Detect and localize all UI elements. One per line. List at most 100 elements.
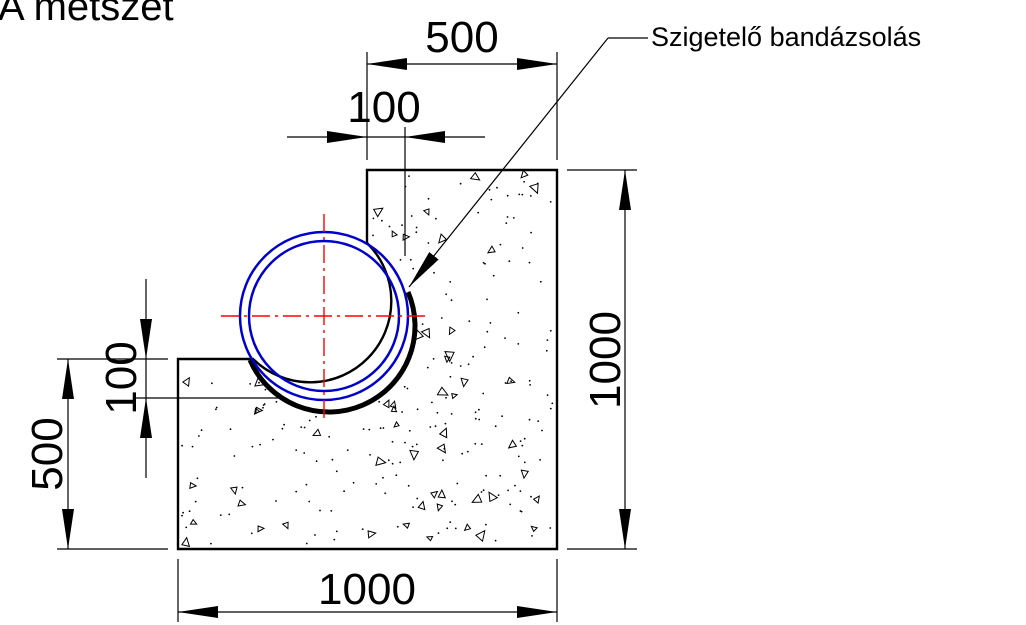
aggregate-stone xyxy=(181,536,191,548)
aggregate-dot xyxy=(251,445,254,448)
aggregate-stone xyxy=(425,535,434,542)
aggregate-dot xyxy=(401,411,403,413)
aggregate-dot xyxy=(451,500,453,503)
aggregate-dot xyxy=(450,299,453,302)
aggregate-stone xyxy=(469,171,481,181)
aggregate-dot xyxy=(388,225,391,228)
aggregate-dot xyxy=(249,383,252,385)
aggregate-dot xyxy=(229,428,232,431)
aggregate-dot xyxy=(529,195,532,197)
aggregate-dot xyxy=(181,514,183,517)
aggregate-dot xyxy=(492,274,495,277)
aggregate-dot xyxy=(391,462,394,465)
aggregate-stone xyxy=(471,493,483,503)
aggregate-dot xyxy=(489,322,492,324)
aggregate-dot xyxy=(412,506,414,508)
aggregate-dot xyxy=(264,388,267,391)
aggregate-dot xyxy=(436,411,439,414)
aggregate-dot xyxy=(484,262,486,265)
aggregate-dot xyxy=(315,460,318,463)
aggregate-dot xyxy=(499,243,502,246)
aggregate-dot xyxy=(486,298,488,301)
aggregate-stone xyxy=(530,525,539,533)
aggregate-dot xyxy=(549,329,552,332)
aggregate-dot xyxy=(474,442,477,445)
aggregate-dot xyxy=(530,231,532,234)
aggregate-dot xyxy=(427,242,430,244)
aggregate-dot xyxy=(408,175,410,178)
aggregate-dot xyxy=(412,267,415,270)
aggregate-dot xyxy=(519,490,522,492)
aggregate-dot xyxy=(443,447,446,450)
aggregate-dot xyxy=(531,535,533,537)
aggregate-dot xyxy=(466,450,469,453)
aggregate-dot xyxy=(403,385,406,388)
aggregate-dot xyxy=(303,452,306,454)
aggregate-dot xyxy=(510,380,512,383)
aggregate-dot xyxy=(416,408,419,411)
aggregate-stone xyxy=(448,326,456,336)
aggregate-dot xyxy=(519,440,522,442)
aggregate-dot xyxy=(300,426,303,428)
aggregate-dot xyxy=(315,415,317,418)
aggregate-dot xyxy=(241,486,244,489)
aggregate-dot xyxy=(384,492,387,495)
aggregate-dot xyxy=(480,491,483,493)
aggregate-dot xyxy=(485,474,487,477)
aggregate-dot xyxy=(391,440,394,443)
aggregate-dot xyxy=(454,503,457,506)
aggregate-dot xyxy=(362,428,365,430)
aggregate-dot xyxy=(537,420,540,422)
aggregate-dot xyxy=(372,217,375,220)
aggregate-stone xyxy=(422,208,430,217)
aggregate-dot xyxy=(198,435,200,437)
aggregate-stone xyxy=(507,439,518,449)
aggregate-dot xyxy=(467,363,470,366)
aggregate-dot xyxy=(200,429,203,432)
aggregate-dot xyxy=(483,346,486,349)
aggregate-dot xyxy=(546,394,549,396)
aggregate-dot xyxy=(415,226,418,229)
aggregate-dot xyxy=(482,392,485,395)
aggregate-stone xyxy=(390,404,398,413)
aggregate-dot xyxy=(545,349,548,352)
aggregate-stone xyxy=(402,522,411,529)
aggregate-dot xyxy=(504,337,506,339)
aggregate-dot xyxy=(461,452,464,455)
aggregate-dot xyxy=(319,509,321,512)
callout-leader-line xyxy=(408,37,609,288)
dimension-label-bottom-1000: 1000 xyxy=(318,565,416,614)
aggregate-stone xyxy=(257,525,266,533)
aggregate-dot xyxy=(361,528,364,530)
aggregate-dot xyxy=(504,382,507,384)
aggregate-stone xyxy=(420,327,431,339)
aggregate-dot xyxy=(258,381,260,384)
aggregate-dot xyxy=(499,474,502,477)
aggregate-dot xyxy=(474,411,477,414)
aggregate-stone xyxy=(486,245,496,254)
aggregate-dot xyxy=(219,514,222,516)
aggregate-dot xyxy=(395,474,398,477)
dimension-label-right-1000: 1000 xyxy=(581,311,630,409)
aggregate-stone xyxy=(430,490,439,499)
aggregate-stone xyxy=(372,207,384,218)
aggregate-dot xyxy=(497,494,500,496)
aggregate-stone xyxy=(229,486,238,496)
aggregate-dot xyxy=(375,483,378,485)
aggregate-dot xyxy=(352,481,355,484)
aggregate-dot xyxy=(546,339,549,341)
aggregate-stone xyxy=(475,529,486,543)
aggregate-dot xyxy=(485,523,487,526)
aggregate-dot xyxy=(191,445,194,448)
aggregate-dot xyxy=(434,425,437,428)
aggregate-stone xyxy=(463,523,472,532)
aggregate-dot xyxy=(210,542,212,545)
aggregate-stone xyxy=(255,406,264,415)
dimension-label-left-100: 100 xyxy=(97,341,146,414)
aggregate-stone xyxy=(532,495,540,504)
aggregate-dot xyxy=(194,500,197,503)
aggregate-dot xyxy=(517,311,520,314)
aggregate-dot xyxy=(486,330,489,333)
aggregate-dot xyxy=(275,500,277,502)
aggregate-dot xyxy=(303,426,306,429)
